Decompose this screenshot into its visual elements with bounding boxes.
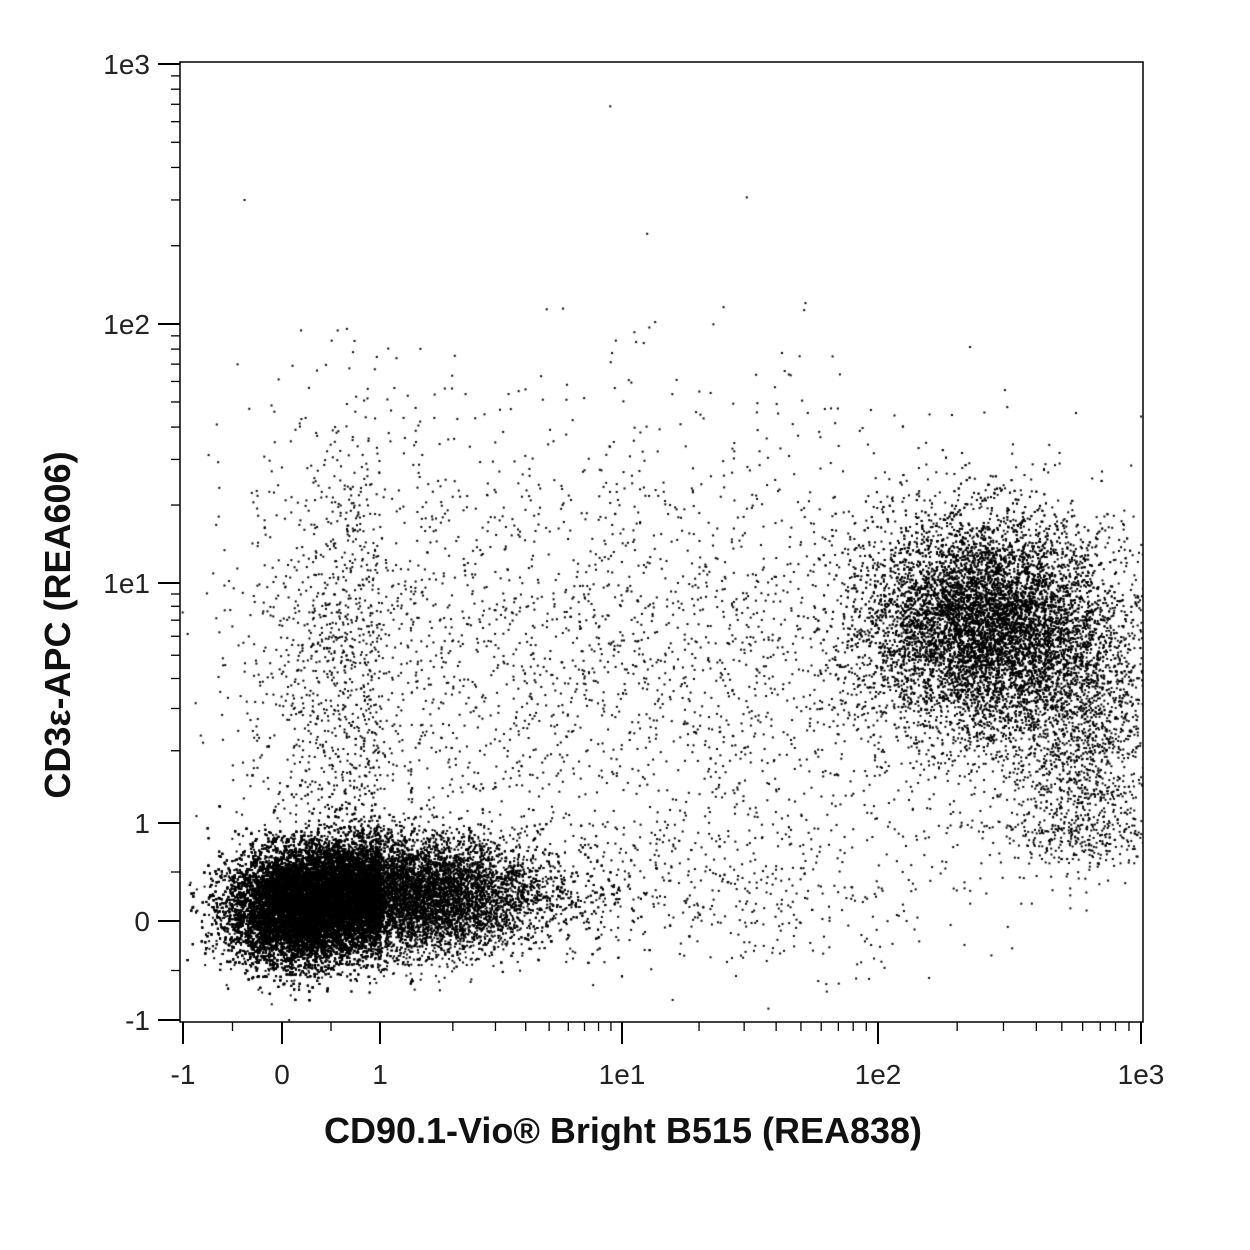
y-tick-label: 1e1 [103,568,150,599]
y-axis-title: CD3ε-APC (REA606) [37,451,78,798]
x-tick-label: 1e2 [855,1059,902,1090]
y-tick-label: 1e2 [103,309,150,340]
event-dots [180,62,1143,1022]
x-tick-label: 0 [274,1059,290,1090]
y-tick-label: 0 [134,906,150,937]
axes: -1 0 1 1e1 1e2 1e3 -1 0 1 1e1 1e2 1e3 [103,49,1164,1090]
x-axis-title: CD90.1-Vio® Bright B515 (REA838) [324,1110,922,1151]
x-tick-label: 1e1 [599,1059,646,1090]
x-tick-label: 1e3 [1118,1059,1165,1090]
plot-frame [179,61,1144,1023]
event-dot-cloud [180,62,1143,1022]
x-tick-label: 1 [372,1059,388,1090]
x-tick-label: -1 [171,1059,196,1090]
y-tick-label: -1 [125,1005,150,1036]
y-tick-label: 1e3 [103,49,150,80]
y-tick-label: 1 [134,808,150,839]
